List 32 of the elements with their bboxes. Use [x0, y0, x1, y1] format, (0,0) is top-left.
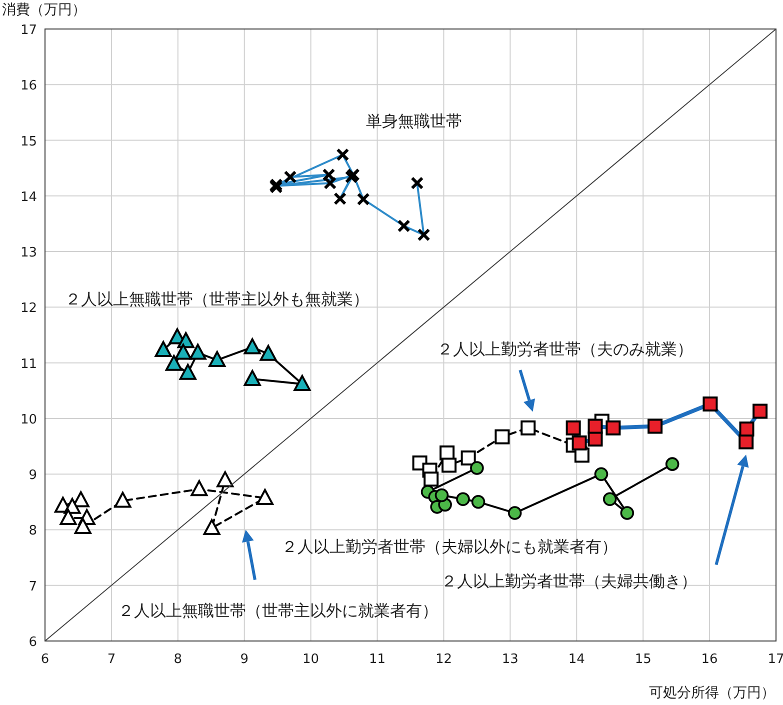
x-tick-label: 17 [768, 652, 783, 667]
annotation: ２人以上無職世帯（世帯主以外に就業者有） [118, 600, 438, 620]
x-tick-label: 8 [174, 652, 182, 667]
x-tick-label: 12 [435, 652, 452, 667]
x-tick-label: 9 [240, 652, 249, 667]
annotation: ２人以上勤労者世帯（夫婦共働き） [441, 571, 698, 590]
y-tick-label: 9 [28, 468, 37, 484]
y-tick-label: 8 [28, 524, 37, 539]
y-tick-label: 15 [20, 134, 37, 150]
y-axis-title: 消費（万円） [2, 2, 86, 18]
y-tick-label: 10 [20, 412, 37, 428]
x-tick-label: 13 [502, 652, 518, 667]
annotation: 単身無職世帯 [366, 111, 462, 130]
y-tick-label: 7 [28, 579, 37, 594]
annotation: ２人以上無職世帯（世帯主以外も無就業） [64, 289, 369, 308]
annotation: ２人以上勤労者世帯（夫のみ就業） [437, 339, 694, 358]
y-tick-label: 12 [20, 301, 37, 316]
x-axis-title: 可処分所得（万円） [649, 685, 775, 701]
y-tick-label: 17 [20, 23, 37, 38]
x-tick-label: 7 [107, 652, 116, 667]
x-tick-label: 11 [369, 652, 386, 667]
y-tick-label: 13 [20, 246, 37, 261]
y-tick-label: 6 [28, 635, 37, 650]
x-tick-label: 6 [40, 652, 50, 667]
y-tick-label: 16 [20, 78, 37, 94]
x-tick-label: 15 [634, 652, 652, 667]
y-tick-label: 14 [20, 190, 37, 205]
x-tick-label: 10 [302, 652, 320, 667]
x-tick-label: 14 [568, 652, 585, 667]
x-tick-label: 16 [701, 652, 718, 667]
y-tick-label: 11 [20, 356, 37, 372]
annotation: ２人以上勤労者世帯（夫婦以外にも就業者有） [282, 536, 618, 556]
